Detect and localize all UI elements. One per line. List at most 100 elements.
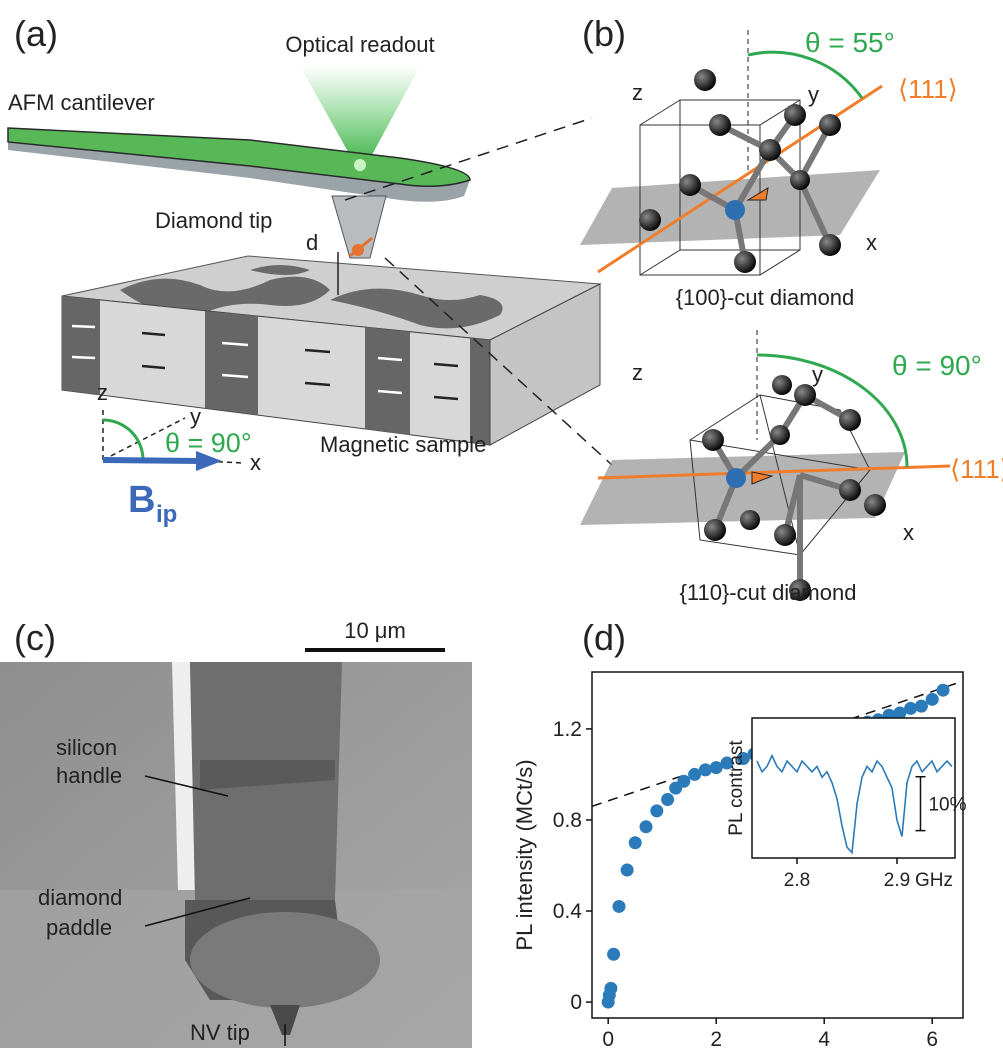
data-point bbox=[925, 692, 939, 706]
data-point bbox=[688, 767, 702, 781]
leader-line bbox=[344, 117, 593, 201]
panel-label: (c) bbox=[14, 617, 56, 658]
x-tick-label: 4 bbox=[818, 1028, 830, 1048]
label: diamond bbox=[38, 885, 122, 910]
pointer bbox=[144, 897, 251, 927]
angle-arc bbox=[102, 418, 145, 461]
data-line bbox=[756, 753, 953, 855]
axis-label: y bbox=[190, 404, 201, 429]
label: Optical readout bbox=[285, 32, 434, 57]
x-axis-label: GHz bbox=[915, 870, 953, 891]
angle-label: θ = 90° bbox=[165, 428, 252, 458]
axis-label: z bbox=[632, 360, 643, 385]
diamond-paddle bbox=[190, 912, 380, 1008]
data-point bbox=[936, 683, 950, 697]
y-tick-label: 1.2 bbox=[553, 718, 582, 741]
data-point bbox=[736, 752, 750, 765]
atoms bbox=[639, 69, 841, 273]
angle-arc bbox=[756, 353, 909, 468]
label: Magnetic sample bbox=[320, 432, 486, 457]
angle-arc bbox=[747, 50, 864, 99]
nitrogen bbox=[725, 200, 745, 220]
data-point bbox=[661, 792, 675, 806]
spin-arrow bbox=[349, 236, 373, 258]
axis-label: x bbox=[903, 520, 914, 545]
data-point bbox=[650, 804, 664, 818]
axis-label: x bbox=[250, 450, 261, 475]
x-tick-label: 2 bbox=[710, 1028, 722, 1048]
scale-label: 10 μm bbox=[344, 618, 406, 643]
angle-label: θ = 55° bbox=[805, 27, 895, 58]
data-point bbox=[620, 863, 634, 877]
y-tick-label: 0 bbox=[570, 991, 582, 1014]
data-point bbox=[628, 836, 642, 850]
axis-label: z bbox=[97, 380, 108, 405]
plot-frame bbox=[751, 717, 956, 859]
label: AFM cantilever bbox=[8, 90, 155, 115]
laser-beam bbox=[300, 66, 420, 166]
data-point bbox=[914, 699, 928, 713]
label: Diamond tip bbox=[155, 208, 272, 233]
data-point bbox=[677, 774, 691, 788]
leader-line bbox=[384, 257, 613, 466]
panel-b-top: z y x θ = 55° ⟨111⟩ {100}-cut diamond bbox=[580, 27, 958, 310]
data-point bbox=[893, 706, 907, 720]
x-tick-label: 2.8 bbox=[784, 870, 810, 891]
nv-arrow bbox=[751, 471, 774, 485]
scale-label: 10% bbox=[928, 795, 966, 816]
nitrogen bbox=[726, 468, 746, 488]
data-point bbox=[639, 820, 653, 834]
x-tick-label: 2.9 bbox=[884, 870, 910, 891]
domain-stripe bbox=[62, 296, 100, 395]
caption: {100}-cut diamond bbox=[676, 285, 855, 310]
panel-c: 10 μm silicon handle diamond paddle NV t… bbox=[0, 618, 472, 1048]
domain-stripe bbox=[365, 327, 410, 435]
data-point bbox=[904, 701, 918, 715]
field-arrowhead bbox=[196, 451, 222, 471]
caption: {110}-cut diamond bbox=[680, 580, 857, 605]
label: NV tip bbox=[190, 1020, 250, 1045]
domain-stripe bbox=[205, 311, 258, 415]
label: silicon bbox=[56, 735, 117, 760]
pointer bbox=[144, 775, 229, 797]
laser-spot bbox=[354, 159, 366, 171]
direction-line bbox=[597, 464, 951, 480]
panel-b-bottom: z y x θ = 90° ⟨111⟩ {110}-cut diamond bbox=[580, 330, 1003, 605]
nv-arrow bbox=[746, 187, 769, 201]
y-axis-label: PL intensity (MCt/s) bbox=[512, 759, 537, 950]
coordinate-axes bbox=[102, 406, 246, 464]
cantilever-top bbox=[7, 127, 471, 187]
data-point bbox=[709, 761, 723, 775]
field-label: B bbox=[128, 479, 155, 521]
data-point bbox=[720, 756, 734, 770]
panel-a: Optical readout AFM cantilever Diamond t… bbox=[7, 32, 613, 528]
x-tick-label: 6 bbox=[926, 1028, 938, 1048]
panel-label: (d) bbox=[582, 617, 626, 658]
scale-bar bbox=[915, 776, 926, 832]
label: d bbox=[306, 230, 318, 255]
domain-stripe bbox=[470, 338, 490, 445]
x-tick-label: 0 bbox=[602, 1028, 614, 1048]
data-point bbox=[607, 947, 621, 961]
sample-side bbox=[489, 283, 601, 446]
edge-highlight bbox=[172, 662, 195, 890]
field-arrow bbox=[102, 457, 201, 464]
handle-band bbox=[200, 760, 335, 790]
label: paddle bbox=[46, 915, 112, 940]
direction-label: ⟨111⟩ bbox=[950, 454, 1003, 484]
axis-label: y bbox=[812, 362, 823, 387]
plot-frame bbox=[591, 671, 964, 1019]
data-point bbox=[698, 763, 712, 777]
label: handle bbox=[56, 763, 122, 788]
atoms bbox=[702, 375, 886, 601]
angle-label: θ = 90° bbox=[892, 350, 982, 381]
y-axis-label: PL contrast bbox=[726, 740, 747, 836]
magnetization-arrows bbox=[71, 324, 459, 401]
panel-label: (b) bbox=[582, 13, 626, 54]
panel-label: (a) bbox=[14, 13, 58, 54]
axis-label: y bbox=[808, 82, 819, 107]
y-tick-label: 0.8 bbox=[553, 809, 582, 832]
diamond-tip bbox=[331, 195, 387, 259]
